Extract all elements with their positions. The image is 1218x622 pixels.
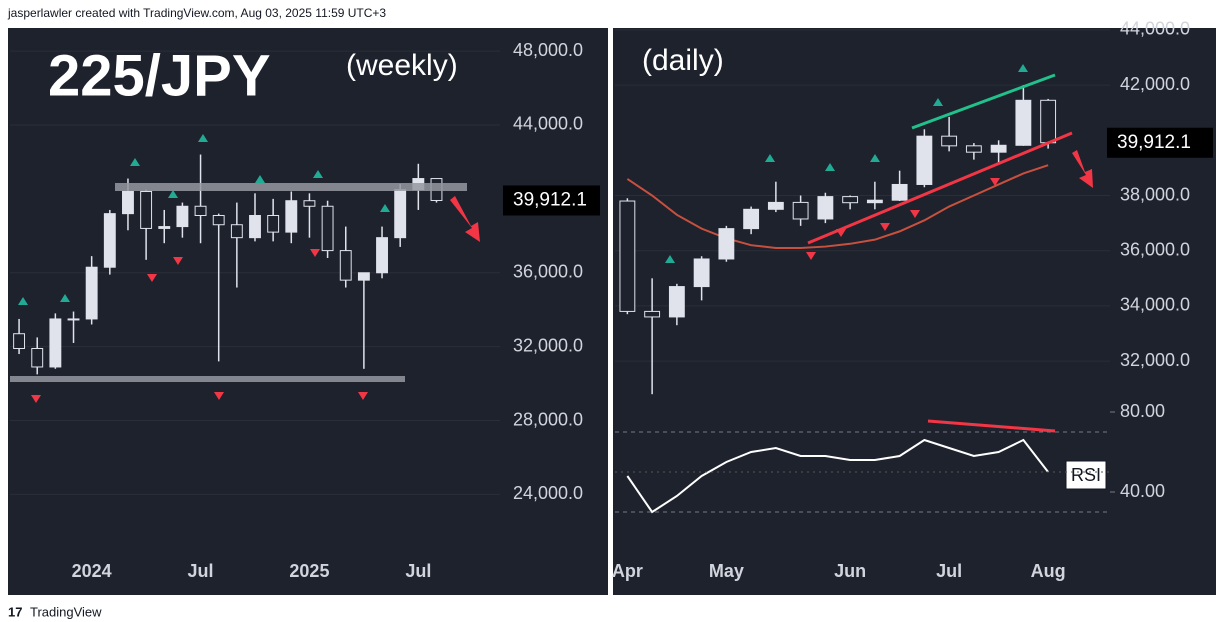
candle-body xyxy=(619,200,636,312)
y-tick-label: 34,000.0 xyxy=(1120,295,1190,315)
rsi-line xyxy=(626,438,1049,514)
weekly-panel xyxy=(8,28,608,595)
y-tick-label: 38,000.0 xyxy=(1120,184,1190,204)
candle-body xyxy=(122,190,134,215)
candle-body xyxy=(212,214,225,226)
candle-body xyxy=(194,205,207,216)
rsi-tick-label: 80.00 xyxy=(1120,401,1165,421)
x-tick-label: Jul xyxy=(188,561,214,581)
annotations: 225/JPY (weekly) (daily) xyxy=(10,43,1110,513)
down-arrow xyxy=(450,196,480,242)
candle-body xyxy=(767,201,784,210)
chart-title: 225/JPY xyxy=(48,43,271,108)
candle-body xyxy=(965,145,982,153)
x-tick-label: Jul xyxy=(936,561,962,581)
candle-body xyxy=(49,318,62,368)
footer-logo: 17 xyxy=(8,604,22,619)
daily-panel xyxy=(613,28,1216,595)
candle-body xyxy=(13,333,26,349)
footer-text: TradingView xyxy=(30,604,102,619)
candle-body xyxy=(842,196,859,204)
candle-body xyxy=(743,208,760,230)
candle-body xyxy=(916,135,933,185)
candle-body xyxy=(140,190,153,229)
candle-body xyxy=(376,237,388,274)
last-price-tag xyxy=(503,185,600,216)
x-tick-label: Apr xyxy=(612,561,643,581)
last-price-label: 39,912.1 xyxy=(513,190,587,211)
last-price-label: 39,912.1 xyxy=(1117,132,1191,153)
candle-body xyxy=(792,201,809,220)
x-tick-label: Jul xyxy=(405,561,431,581)
candle-body xyxy=(103,213,116,268)
x-tick-label: Aug xyxy=(1031,561,1066,581)
y-tick-label: 36,000.0 xyxy=(513,262,583,282)
swing-high-markers xyxy=(18,64,1028,305)
candle-body xyxy=(668,286,685,318)
candle-body xyxy=(693,258,710,288)
rsi-label-box xyxy=(1065,460,1107,490)
candle-body xyxy=(230,224,243,239)
y-tick-label: 48,000.0 xyxy=(513,40,583,60)
footer: 17 TradingView xyxy=(8,604,102,619)
candle-body xyxy=(644,310,661,318)
chart-subtitle: (weekly) xyxy=(346,49,458,82)
candle-body xyxy=(31,347,44,368)
candle-body xyxy=(249,214,261,239)
candle-body xyxy=(176,205,189,228)
candle-body xyxy=(85,266,98,320)
candle-body xyxy=(158,226,171,229)
candle-body xyxy=(394,189,407,239)
y-tick-label: 36,000.0 xyxy=(1120,239,1190,259)
candle-body xyxy=(1040,99,1057,144)
x-tick-label: 2024 xyxy=(72,561,112,581)
y-tick-label: 24,000.0 xyxy=(513,483,583,503)
candle-body xyxy=(285,200,298,233)
rsi-divergence-line xyxy=(927,419,1056,433)
candle-body xyxy=(990,144,1007,153)
candle-body xyxy=(303,200,316,207)
x-tick-label: May xyxy=(709,561,744,581)
down-arrow xyxy=(1072,150,1093,188)
y-tick-label: 28,000.0 xyxy=(513,409,583,429)
candle-body xyxy=(817,196,834,220)
y-tick-label: 32,000.0 xyxy=(1120,350,1190,370)
y-tick-label: 42,000.0 xyxy=(1120,74,1190,94)
candle-body xyxy=(718,228,735,260)
candle-body xyxy=(357,272,370,281)
candle-body xyxy=(941,135,958,147)
x-tick-label: Jun xyxy=(834,561,866,581)
candle-body xyxy=(866,199,883,204)
candle-body xyxy=(1015,99,1032,146)
moving-average xyxy=(626,164,1049,249)
x-tick-label: 2025 xyxy=(289,561,329,581)
candle-body xyxy=(67,318,80,321)
lower-trendline xyxy=(807,131,1073,245)
candle-body xyxy=(267,214,280,233)
rsi-label: RSI xyxy=(1071,465,1101,485)
last-price-tag xyxy=(1107,127,1213,158)
swing-low-markers xyxy=(31,178,1000,403)
y-tick-label: 44,000.0 xyxy=(1120,19,1190,39)
y-tick-label: 32,000.0 xyxy=(513,335,583,355)
upper-trendline xyxy=(911,73,1056,130)
candle-body xyxy=(891,183,908,201)
rsi-tick-label: 40.00 xyxy=(1120,481,1165,501)
candle-body xyxy=(321,205,334,252)
chart-subtitle: (daily) xyxy=(642,44,724,77)
y-tick-label: 44,000.0 xyxy=(513,114,583,134)
header: jasperlawler created with TradingView.co… xyxy=(7,6,386,20)
candle-body xyxy=(339,250,352,281)
